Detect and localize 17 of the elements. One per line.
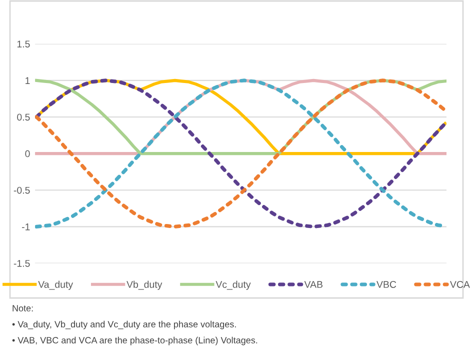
legend-label: VAB (304, 281, 322, 288)
text: • Va_duty, Vb_duty and Vc_duty are the phase voltages. (12, 320, 236, 330)
y-tick-label: 0.5 (17, 114, 30, 121)
y-tick-label: -0.5 (14, 186, 30, 194)
legend-label: Vb_duty (126, 280, 162, 290)
line-series (35, 78, 447, 228)
text: • VAB, VBC and VCA are the phase-to-phase (Line) Voltages. (12, 336, 258, 346)
legend-label: Va_duty (38, 280, 74, 290)
y-tick-label: 0 (25, 150, 30, 158)
text: Note: (12, 305, 33, 312)
legend-label: VBC (376, 281, 396, 288)
y-tick-label: 1.5 (17, 40, 30, 48)
y-tick-label: -1 (22, 224, 30, 230)
y-tick-label: 1 (26, 77, 30, 84)
y-tick-label: -1.5 (14, 260, 30, 267)
legend-label: VCA (450, 281, 470, 288)
legend-label: Vc_duty (216, 280, 251, 290)
